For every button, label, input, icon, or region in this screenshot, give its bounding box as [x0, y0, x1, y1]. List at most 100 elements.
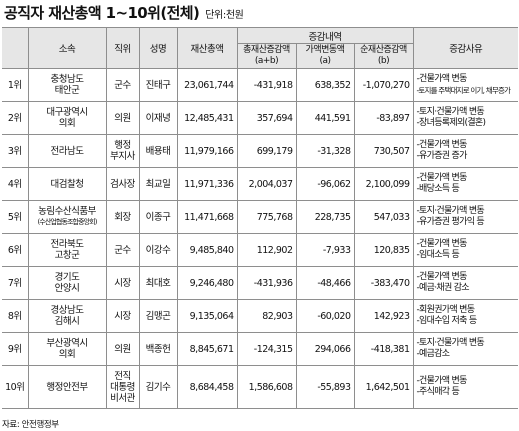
org-cell-line: 의회 — [58, 118, 76, 129]
name-cell: 최교일 — [138, 167, 178, 201]
total-change-cell: 82,903 — [236, 299, 297, 333]
position-cell-line: 시장 — [114, 277, 131, 289]
reason-cell-line: -주식매각 등 — [416, 387, 460, 397]
col-header-position: 직위 — [105, 27, 140, 69]
rank-cell: 7위 — [2, 266, 29, 300]
rank-cell: 3위 — [2, 134, 29, 168]
position-cell-line: 검사장 — [110, 178, 135, 190]
col-header-price-change-label: 가액변동액 — [305, 45, 345, 55]
header: 공직자 재산총액 1~10위(전체) 단위:천원 — [4, 2, 244, 26]
table-body: 1위 충청남도 태안군 군수 진태구 23,061,744 -431,918 638,352-… — [2, 68, 518, 409]
reason-cell-line: -건물가액 변동 — [416, 173, 468, 183]
table-row: 8위 경상남도 김해시 시장 김맹곤 9,135,064 82,903 -60,020 142,… — [2, 299, 518, 333]
position-cell-line: 시장 — [114, 310, 131, 322]
total-change-cell: -431,936 — [236, 266, 297, 300]
price-change-cell: 294,066 — [295, 332, 355, 366]
reason-cell-line: -회원권가액 변동 — [416, 305, 475, 315]
rank-cell: 9위 — [2, 332, 29, 366]
price-change-cell: 228,735 — [295, 200, 355, 234]
reason-cell-line: -토지·건물가액 변동 — [416, 338, 485, 348]
unit-label: 단위:천원 — [205, 10, 244, 21]
total-change-cell: 1,586,608 — [236, 365, 297, 409]
total-change-cell: -124,315 — [236, 332, 297, 366]
reason-cell-line: -유가증권 증가 — [416, 151, 468, 161]
org-cell: 대구광역시 의회 — [27, 101, 107, 135]
col-header-name: 성명 — [138, 27, 178, 69]
reason-cell-line: -건물가액 변동 — [416, 140, 468, 150]
col-header-net-change-formula: (b) — [377, 56, 390, 66]
name-cell: 최대호 — [138, 266, 178, 300]
net-change-cell: -383,470 — [353, 266, 414, 300]
org-cell-line: 안양시 — [54, 283, 80, 294]
col-header-total: 재산총액 — [176, 27, 238, 69]
total-cell: 11,979,166 — [176, 134, 238, 168]
org-cell-line: 농림수산식품부 — [38, 206, 96, 217]
col-header-price-change-formula: (a) — [319, 56, 331, 66]
reason-cell-line: -건물가액 변동 — [416, 376, 468, 386]
org-cell-line: 전라남도 — [50, 145, 84, 157]
org-cell: 경기도 안양시 — [27, 266, 107, 300]
org-cell-line: 대구광역시 — [46, 107, 88, 118]
org-cell: 전라북도 고창군 — [27, 233, 107, 267]
position-cell-line: 군수 — [114, 79, 131, 91]
position-cell-line: 비서관 — [110, 392, 135, 404]
position-cell-line: 회장 — [114, 211, 131, 223]
reason-cell-line: -건물가액 변동 — [416, 74, 468, 84]
position-cell: 군수 — [105, 233, 140, 267]
col-header-net-change-label: 순재산증감액 — [360, 45, 407, 55]
col-header-change-group: 증감내역 — [236, 27, 414, 44]
rank-cell: 2위 — [2, 101, 29, 135]
table-row: 6위 전라북도 고창군 군수 이강수 9,485,840 112,902 -7,933 120,… — [2, 233, 518, 267]
net-change-cell: 1,642,501 — [353, 365, 414, 409]
net-change-cell: -1,070,270 — [353, 68, 414, 102]
price-change-cell: -7,933 — [295, 233, 355, 267]
table-row: 5위 농림수산식품부 (수산업협동조합중앙회) 회장 이종구 11,471,668 775,… — [2, 200, 518, 234]
total-cell: 8,684,458 — [176, 365, 238, 409]
org-cell-line: 전라북도 — [50, 239, 84, 250]
position-cell: 의원 — [105, 332, 140, 366]
org-cell-line: 고창군 — [54, 250, 80, 261]
col-header-rank — [2, 27, 29, 69]
reason-cell: -건물가액 변동 -배당소득 등 — [412, 167, 518, 201]
org-cell-line: 충청남도 — [50, 74, 84, 85]
reason-cell-line: -토지·건물가액 변동 — [416, 206, 485, 216]
name-cell: 배용태 — [138, 134, 178, 168]
rank-cell: 1위 — [2, 68, 29, 102]
name-cell: 김맹곤 — [138, 299, 178, 333]
org-cell: 행정안전부 — [27, 365, 107, 409]
total-change-cell: 357,694 — [236, 101, 297, 135]
reason-cell-line: -건물가액 변동 — [416, 239, 468, 249]
rank-cell: 4위 — [2, 167, 29, 201]
col-header-reason: 증감사유 — [412, 27, 518, 69]
reason-cell: -회원권가액 변동 -임대수입 저축 등 — [412, 299, 518, 333]
total-change-cell: -431,918 — [236, 68, 297, 102]
rank-cell: 8위 — [2, 299, 29, 333]
price-change-cell: 441,591 — [295, 101, 355, 135]
reason-cell: -건물가액 변동 -주식매각 등 — [412, 365, 518, 409]
net-change-cell: -83,897 — [353, 101, 414, 135]
position-cell: 군수 — [105, 68, 140, 102]
position-cell: 행정 부지사 — [105, 134, 140, 168]
price-change-cell: -31,328 — [295, 134, 355, 168]
total-cell: 23,061,744 — [176, 68, 238, 102]
reason-cell-line: -토지를 주택대지로 이기, 채무증가 — [416, 86, 511, 95]
reason-cell: -토지·건물가액 변동 -장녀등록제외(결혼) — [412, 101, 518, 135]
org-cell: 농림수산식품부 (수산업협동조합중앙회) — [27, 200, 107, 234]
position-cell-line: 대통령 — [110, 381, 135, 393]
net-change-cell: 547,033 — [353, 200, 414, 234]
asset-ranking-table: 소속 직위 성명 재산총액 증감내역 증감사유 총재산증감액 (a+b) 가액변… — [2, 27, 518, 409]
total-change-cell: 2,004,037 — [236, 167, 297, 201]
table-header: 소속 직위 성명 재산총액 증감내역 증감사유 총재산증감액 (a+b) 가액변… — [2, 27, 518, 69]
org-cell-line: 경상남도 — [50, 305, 84, 316]
position-cell-line: 행정 — [114, 140, 131, 151]
name-cell: 진태구 — [138, 68, 178, 102]
table-row: 2위 대구광역시 의회 의원 이재녕 12,485,431 357,694 441,591 -8… — [2, 101, 518, 135]
reason-cell-line: -건물가액 변동 — [416, 272, 468, 282]
reason-cell: -건물가액 변동 -예금·채권 감소 — [412, 266, 518, 300]
col-header-org: 소속 — [27, 27, 107, 69]
total-cell: 9,135,064 — [176, 299, 238, 333]
col-header-total-change-label: 총재산증감액 — [243, 45, 290, 55]
total-change-cell: 775,768 — [236, 200, 297, 234]
org-cell-line: 행정안전부 — [46, 381, 88, 393]
org-cell-line: 경기도 — [54, 272, 80, 283]
